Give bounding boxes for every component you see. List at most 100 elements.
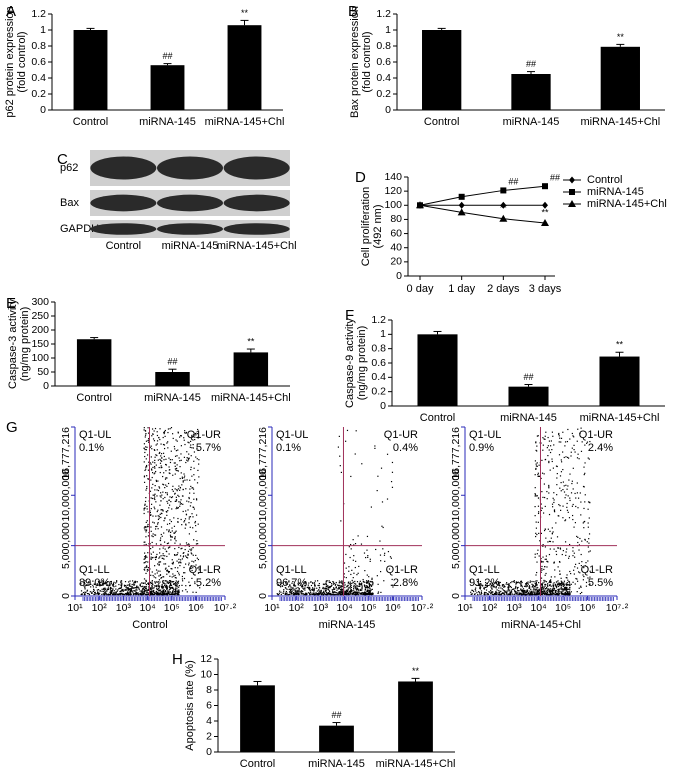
event-dot [543, 568, 545, 571]
event-dot [557, 589, 559, 591]
event-dot [171, 586, 174, 588]
event-dot [545, 593, 548, 595]
event-dot [486, 585, 488, 588]
event-dot [559, 591, 561, 593]
event-dot [320, 590, 322, 592]
event-dot [558, 583, 560, 585]
event-dot [192, 567, 194, 569]
event-dot [285, 590, 287, 593]
event-dot [367, 585, 369, 588]
event-dot [350, 548, 352, 550]
y-tick-label: 200 [31, 324, 49, 336]
event-dot [169, 428, 171, 430]
event-dot [281, 582, 283, 584]
event-dot [549, 451, 552, 454]
event-dot [534, 556, 536, 558]
event-dot [309, 590, 312, 592]
event-dot [171, 496, 174, 498]
event-dot [104, 587, 106, 589]
event-dot [163, 447, 166, 450]
event-dot [570, 583, 572, 585]
event-dot [516, 587, 519, 589]
event-dot [344, 587, 346, 589]
event-dot [535, 521, 537, 523]
event-dot [531, 592, 533, 594]
event-dot [546, 566, 548, 568]
event-dot [515, 581, 518, 583]
event-dot [189, 548, 191, 550]
event-dot [167, 441, 169, 443]
event-dot [551, 460, 553, 463]
event-dot [86, 589, 89, 591]
event-dot [296, 593, 298, 595]
x-tick-label: 3 days [529, 283, 562, 295]
event-dot [584, 539, 586, 541]
event-dot [555, 593, 557, 595]
event-dot [116, 590, 118, 592]
event-dot [581, 441, 583, 443]
event-dot [557, 590, 559, 592]
event-dot [543, 587, 545, 589]
y-tick-label: 0 [206, 746, 212, 758]
event-dot [170, 568, 172, 570]
event-dot [495, 581, 497, 583]
event-dot [537, 435, 539, 437]
event-dot [162, 475, 164, 478]
event-dot [177, 521, 179, 523]
event-dot [164, 568, 167, 570]
event-dot [188, 543, 190, 545]
event-dot [352, 586, 355, 588]
bar [599, 356, 640, 406]
event-dot [125, 593, 128, 595]
event-dot [495, 586, 497, 588]
event-dot [529, 580, 531, 582]
event-dot [354, 566, 356, 569]
event-dot [564, 541, 567, 543]
event-dot [553, 587, 555, 589]
event-dot [139, 590, 141, 592]
event-dot [573, 552, 575, 554]
event-dot [568, 517, 571, 519]
event-dot [562, 585, 564, 588]
event-dot [168, 529, 170, 531]
event-dot [150, 514, 152, 516]
event-dot [509, 592, 511, 595]
event-dot [339, 592, 341, 594]
event-dot [384, 560, 386, 562]
x-tick-label: 10⁷·² [411, 602, 434, 614]
event-dot [354, 582, 356, 585]
event-dot [352, 559, 354, 561]
event-dot [104, 589, 106, 591]
event-dot [115, 591, 117, 593]
event-dot [548, 589, 550, 591]
event-dot [515, 582, 518, 584]
event-dot [188, 564, 190, 566]
event-dot [197, 558, 200, 561]
event-dot [154, 585, 156, 587]
event-dot [178, 546, 180, 549]
event-dot [345, 593, 347, 595]
event-dot [544, 580, 546, 582]
event-dot [152, 591, 154, 593]
event-dot [525, 590, 527, 592]
event-dot [332, 591, 335, 593]
event-dot [172, 562, 174, 564]
significance-mark: ** [616, 340, 624, 350]
event-dot [550, 440, 552, 442]
event-dot [167, 502, 169, 504]
event-dot [288, 580, 290, 582]
event-dot [189, 516, 192, 518]
event-dot [548, 540, 551, 542]
event-dot [160, 516, 162, 519]
event-dot [587, 560, 589, 562]
event-dot [283, 590, 285, 592]
event-dot [155, 585, 157, 587]
event-dot [308, 592, 311, 594]
event-dot [197, 567, 199, 569]
event-dot [554, 583, 557, 585]
event-dot [174, 592, 176, 594]
event-dot [551, 431, 554, 433]
event-dot [158, 561, 160, 563]
event-dot [371, 588, 373, 590]
event-dot [156, 510, 158, 513]
